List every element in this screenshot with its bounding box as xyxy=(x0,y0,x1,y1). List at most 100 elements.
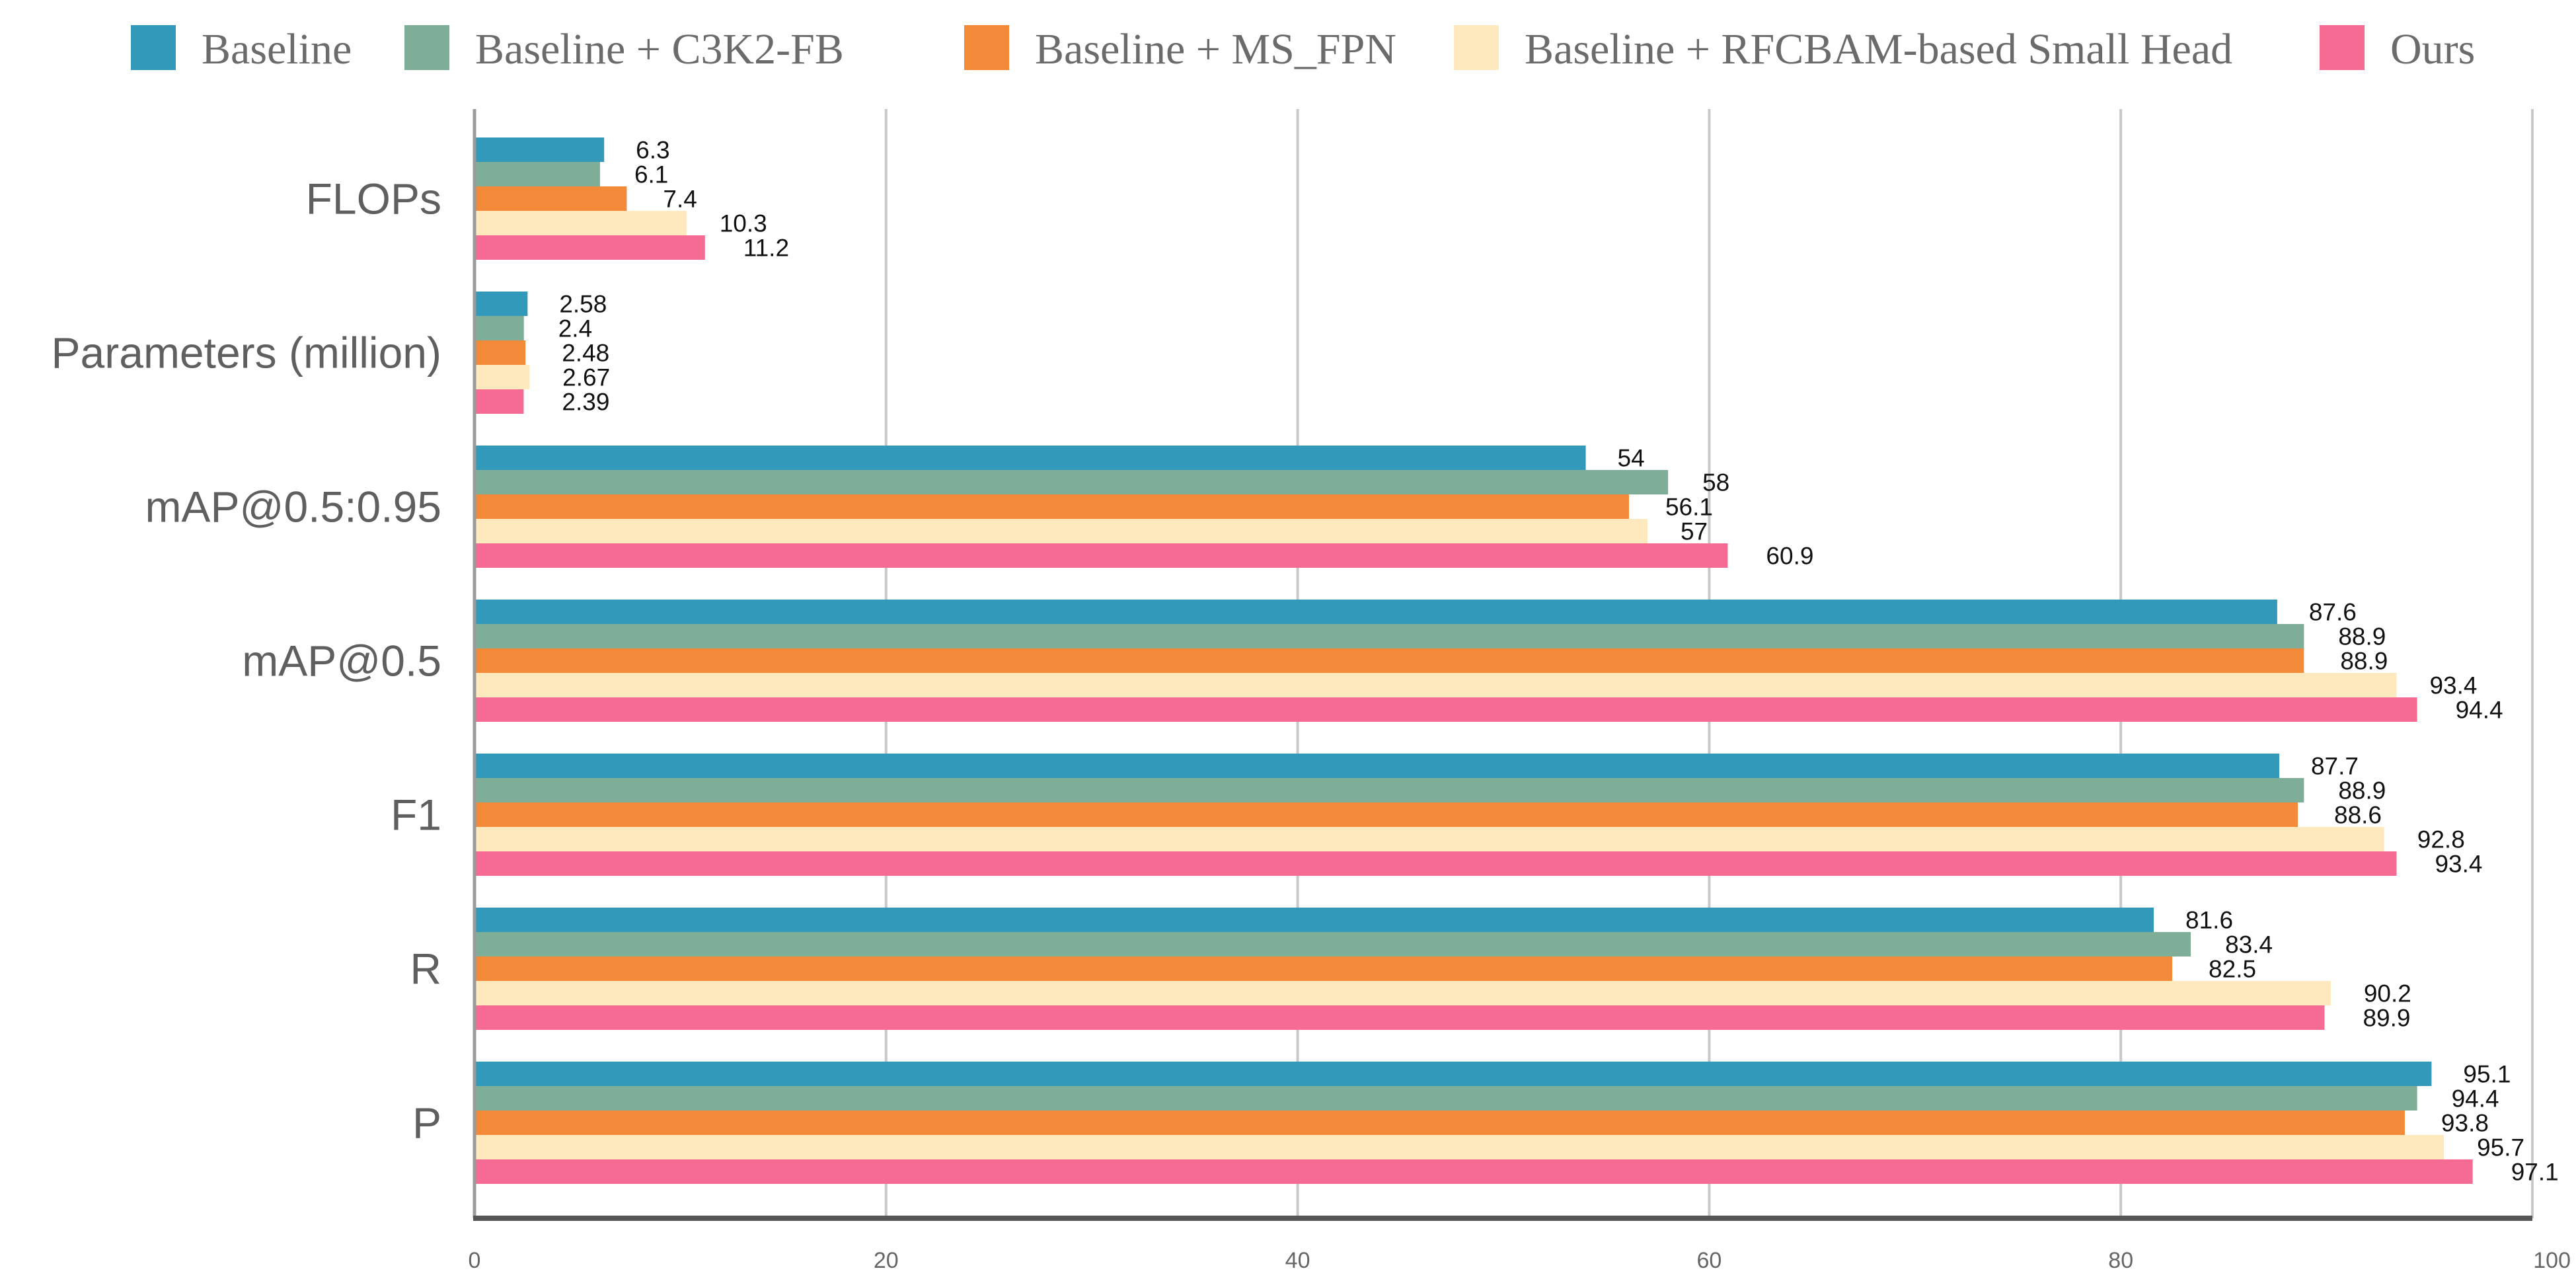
bar-map-0-5-series-5 xyxy=(474,697,2417,722)
bar-parameters-million-series-3 xyxy=(474,340,526,365)
data-label-p-series-2: 94.4 xyxy=(2452,1085,2499,1112)
bar-f1-series-4 xyxy=(474,827,2384,851)
data-label-map-0-5-0-95-series-2: 58 xyxy=(1702,469,1729,496)
data-label-f1-series-3: 88.6 xyxy=(2334,802,2382,829)
x-tick-label-60: 60 xyxy=(1696,1248,1722,1273)
bar-map-0-5-series-3 xyxy=(474,648,2304,673)
legend-swatch-ours xyxy=(2320,25,2365,70)
data-label-parameters-million-series-3: 2.48 xyxy=(562,340,609,367)
data-label-map-0-5-0-95-series-4: 57 xyxy=(1681,518,1708,545)
bar-parameters-million-series-1 xyxy=(474,292,528,316)
data-label-map-0-5-series-1: 87.6 xyxy=(2309,599,2357,626)
category-label-parameters-million: Parameters (million) xyxy=(52,329,441,377)
data-label-parameters-million-series-2: 2.4 xyxy=(558,315,592,342)
data-label-f1-series-5: 93.4 xyxy=(2435,851,2482,878)
legend-swatch-baseline-ms-fpn xyxy=(964,25,1009,70)
category-label-flops: FLOPs xyxy=(306,175,441,223)
category-label-map-0-5-0-95: mAP@0.5:0.95 xyxy=(145,483,441,531)
bar-r-series-3 xyxy=(474,956,2173,981)
bar-r-series-4 xyxy=(474,981,2331,1005)
data-label-flops-series-2: 6.1 xyxy=(634,161,668,188)
category-label-p: P xyxy=(412,1099,441,1148)
bar-f1-series-5 xyxy=(474,851,2397,876)
data-label-r-series-5: 89.9 xyxy=(2363,1005,2410,1032)
category-label-r: R xyxy=(410,945,441,994)
bar-map-0-5-series-2 xyxy=(474,624,2304,648)
bar-map-0-5-0-95-series-4 xyxy=(474,519,1648,543)
data-label-p-series-5: 97.1 xyxy=(2511,1159,2559,1186)
legend-label-baseline-rfcbam-based-small-head: Baseline + RFCBAM-based Small Head xyxy=(1525,25,2232,73)
data-label-map-0-5-0-95-series-5: 60.9 xyxy=(1766,543,1813,570)
data-label-r-series-4: 90.2 xyxy=(2364,980,2411,1007)
data-label-r-series-3: 82.5 xyxy=(2209,956,2256,983)
category-label-f1: F1 xyxy=(391,791,441,839)
bar-flops-series-4 xyxy=(474,211,687,235)
bar-map-0-5-series-4 xyxy=(474,673,2397,697)
bar-parameters-million-series-4 xyxy=(474,365,530,389)
bar-parameters-million-series-5 xyxy=(474,389,524,414)
data-label-map-0-5-series-2: 88.9 xyxy=(2338,623,2386,650)
data-label-parameters-million-series-5: 2.39 xyxy=(562,389,609,416)
bar-p-series-1 xyxy=(474,1062,2432,1086)
data-label-flops-series-5: 11.2 xyxy=(743,235,789,262)
legend-swatch-baseline xyxy=(131,25,176,70)
axes xyxy=(473,109,2532,1221)
legend-swatch-baseline-rfcbam-based-small-head xyxy=(1454,25,1499,70)
legend-swatch-baseline-c3k2-fb xyxy=(404,25,449,70)
data-label-map-0-5-series-5: 94.4 xyxy=(2456,697,2503,724)
data-label-f1-series-4: 92.8 xyxy=(2417,826,2465,853)
data-label-p-series-3: 93.8 xyxy=(2441,1110,2489,1137)
x-tick-label-80: 80 xyxy=(2108,1248,2133,1273)
category-labels: FLOPs Parameters (million) mAP@0.5:0.95 mAP… xyxy=(52,175,441,1148)
bar-p-series-3 xyxy=(474,1111,2405,1135)
data-label-flops-series-1: 6.3 xyxy=(636,137,669,164)
bar-f1-series-3 xyxy=(474,802,2298,827)
bar-parameters-million-series-2 xyxy=(474,316,524,340)
data-label-r-series-2: 83.4 xyxy=(2225,931,2273,958)
bar-map-0-5-series-1 xyxy=(474,600,2277,624)
data-label-parameters-million-series-1: 2.58 xyxy=(559,291,607,318)
x-tick-label-0: 0 xyxy=(469,1248,481,1273)
data-label-p-series-1: 95.1 xyxy=(2463,1061,2511,1088)
data-label-parameters-million-series-4: 2.67 xyxy=(562,364,610,391)
bar-r-series-1 xyxy=(474,908,2154,932)
data-label-f1-series-1: 87.7 xyxy=(2311,753,2359,780)
x-tick-label-20: 20 xyxy=(874,1248,899,1273)
data-label-map-0-5-0-95-series-3: 56.1 xyxy=(1665,494,1713,521)
data-label-flops-series-3: 7.4 xyxy=(663,186,697,213)
bar-map-0-5-0-95-series-3 xyxy=(474,494,1629,519)
bar-p-series-5 xyxy=(474,1159,2473,1184)
bar-flops-series-1 xyxy=(474,137,605,162)
data-label-map-0-5-series-3: 88.9 xyxy=(2340,648,2388,675)
legend-label-ours: Ours xyxy=(2390,25,2475,73)
bar-p-series-4 xyxy=(474,1135,2444,1159)
bar-map-0-5-0-95-series-5 xyxy=(474,543,1728,568)
legend-label-baseline-c3k2-fb: Baseline + C3K2-FB xyxy=(475,25,844,73)
data-label-map-0-5-series-4: 93.4 xyxy=(2429,672,2477,699)
legend-label-baseline: Baseline xyxy=(202,25,352,73)
data-label-r-series-1: 81.6 xyxy=(2185,907,2233,934)
bars xyxy=(474,137,2473,1184)
bar-r-series-2 xyxy=(474,932,2191,956)
data-label-map-0-5-0-95-series-1: 54 xyxy=(1618,445,1645,472)
bar-flops-series-3 xyxy=(474,186,627,211)
x-tick-labels: 0 20 40 60 80 100 xyxy=(469,1248,2571,1273)
bar-map-0-5-0-95-series-1 xyxy=(474,446,1586,470)
bar-f1-series-2 xyxy=(474,778,2304,802)
data-label-p-series-4: 95.7 xyxy=(2477,1134,2524,1161)
bar-p-series-2 xyxy=(474,1086,2417,1111)
data-label-flops-series-4: 10.3 xyxy=(720,210,767,237)
data-labels: 6.36.17.4 10.311.2 2.582.42.482.672.39 54 58… xyxy=(558,137,2559,1186)
bar-map-0-5-0-95-series-2 xyxy=(474,470,1669,494)
bar-flops-series-5 xyxy=(474,235,705,260)
legend: Baseline Baseline + C3K2-FB Baseline + MS_… xyxy=(131,25,2475,73)
bar-flops-series-2 xyxy=(474,162,600,186)
bar-r-series-5 xyxy=(474,1005,2325,1030)
x-tick-label-100: 100 xyxy=(2533,1248,2571,1273)
bar-f1-series-1 xyxy=(474,754,2279,778)
data-label-f1-series-2: 88.9 xyxy=(2338,777,2386,804)
category-label-map-0-5: mAP@0.5 xyxy=(242,637,441,685)
legend-label-baseline-ms-fpn: Baseline + MS_FPN xyxy=(1035,25,1396,73)
x-tick-label-40: 40 xyxy=(1285,1248,1310,1273)
